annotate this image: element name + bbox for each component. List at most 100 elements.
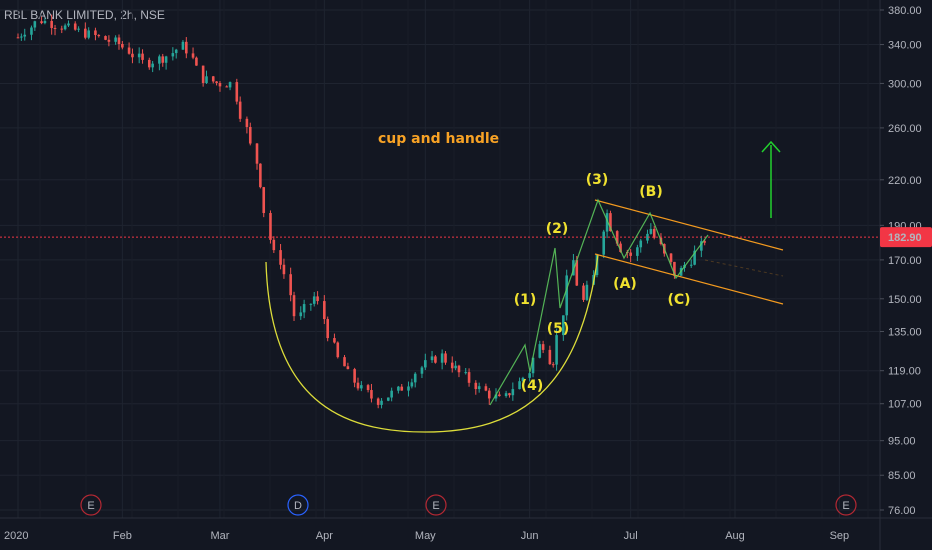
candle-body — [323, 301, 326, 320]
event-marker-label: D — [294, 500, 302, 512]
candle-body — [689, 264, 693, 266]
candle-body — [211, 76, 215, 82]
candle-body — [464, 372, 468, 374]
candle-body — [551, 364, 555, 366]
candle-body — [555, 335, 558, 365]
candle-body — [191, 53, 195, 58]
candle-body — [376, 398, 380, 405]
last-price-tag-bg — [880, 227, 932, 248]
price-tick-label: 170.00 — [888, 255, 922, 267]
candle-body — [673, 261, 676, 276]
candle-body — [269, 213, 272, 240]
candle-body — [147, 59, 151, 68]
wave-label: (C) — [667, 292, 690, 308]
candle-body — [582, 285, 585, 300]
candle-body — [171, 53, 175, 57]
candle-body — [487, 390, 491, 399]
wave-label: (2) — [546, 221, 569, 237]
candle-body — [84, 28, 87, 38]
candle-body — [700, 241, 703, 251]
candle-body — [336, 342, 340, 358]
channel-lower-line — [594, 253, 784, 305]
candle-body — [282, 264, 286, 275]
candle-body — [420, 367, 424, 374]
candle-body — [289, 274, 292, 296]
candle-body — [343, 357, 346, 367]
candle-body — [127, 47, 131, 54]
price-tick-label: 135.00 — [888, 327, 922, 339]
price-tick-label: 380.00 — [888, 5, 922, 17]
price-tick-label: 95.00 — [888, 436, 916, 448]
candle-body — [33, 21, 37, 28]
candle-body — [605, 213, 609, 232]
candle-body — [299, 312, 303, 317]
candle-body — [474, 382, 478, 390]
candle-body — [440, 353, 444, 363]
candle-body — [541, 344, 545, 350]
candle-body — [158, 56, 161, 64]
candle-body — [454, 365, 457, 369]
candle-body — [528, 373, 531, 378]
wave-lines — [489, 198, 709, 406]
time-tick-label: Mar — [210, 530, 229, 542]
candle-body — [40, 21, 43, 24]
candle-body — [397, 386, 400, 391]
candle-body — [131, 53, 134, 58]
price-tick-label: 76.00 — [888, 505, 916, 517]
price-tick-label: 300.00 — [888, 78, 922, 90]
candle-body — [245, 118, 249, 127]
candle-body — [259, 163, 262, 188]
price-axis: 380.00340.00300.00260.00220.00190.00170.… — [879, 0, 922, 550]
time-tick-label: Feb — [113, 530, 132, 542]
candle-body — [225, 86, 229, 88]
time-axis: 2020 Feb Mar Apr May Jun Jul Aug Sep — [0, 517, 932, 542]
candle-body — [218, 83, 222, 87]
candle-body — [477, 386, 481, 390]
candle-body — [164, 56, 168, 63]
candle-body — [410, 382, 414, 387]
candle-body — [669, 253, 673, 262]
candle-body — [494, 394, 498, 399]
candle-body — [316, 296, 319, 302]
candle-body — [87, 30, 90, 38]
candlestick-series — [16, 14, 707, 409]
candle-body — [424, 360, 427, 368]
candle-body — [346, 366, 350, 370]
candle-body — [161, 56, 165, 63]
candle-body — [538, 344, 542, 358]
candle-body — [43, 20, 47, 24]
price-tick-label: 150.00 — [888, 294, 922, 306]
price-tick-label: 260.00 — [888, 123, 922, 135]
candle-body — [117, 37, 121, 45]
wave-label: (4) — [521, 378, 544, 394]
cup-curve — [265, 254, 599, 433]
candle-body — [693, 250, 696, 265]
handle-channel — [594, 199, 784, 305]
candle-body — [646, 233, 649, 241]
candle-body — [195, 57, 198, 66]
arrow-head — [761, 140, 781, 153]
candle-body — [238, 101, 242, 119]
wave-label: (1) — [514, 292, 537, 308]
candle-body — [201, 65, 205, 83]
candle-body — [619, 243, 622, 252]
candle-body — [508, 393, 511, 396]
candle-body — [228, 82, 232, 88]
candle-body — [205, 76, 208, 83]
candle-body — [444, 353, 447, 363]
candle-body — [390, 390, 393, 398]
candle-body — [585, 284, 589, 300]
wave-label: (B) — [639, 184, 662, 200]
wave-labels: (1) (2) (3) (4) (5) (A) (B) (C) — [514, 172, 691, 394]
wave-label: (A) — [613, 276, 637, 292]
candle-body — [235, 82, 239, 102]
candle-body — [457, 365, 461, 373]
candle-body — [50, 20, 53, 28]
wave-label: (3) — [586, 172, 609, 188]
candle-body — [185, 41, 188, 54]
candle-body — [248, 126, 252, 144]
candle-body — [703, 241, 707, 243]
candle-body — [255, 143, 259, 164]
